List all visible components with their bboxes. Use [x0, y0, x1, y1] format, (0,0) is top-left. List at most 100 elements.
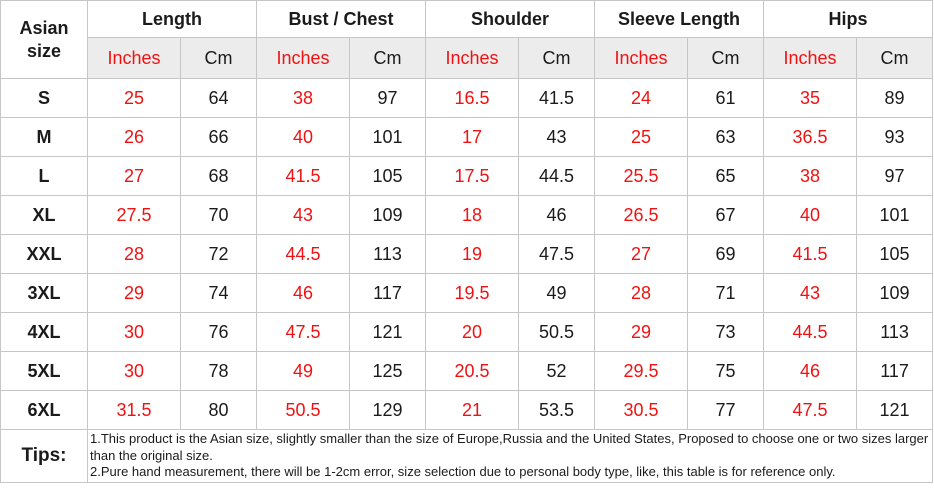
value-cell-cm: 67: [687, 195, 765, 235]
size-cell: 6XL: [0, 390, 88, 430]
value-cell-inches: 43: [763, 273, 858, 313]
value-cell-inches: 38: [256, 78, 350, 118]
value-cell-cm: 113: [856, 312, 934, 352]
value-cell-inches: 44.5: [256, 234, 350, 274]
value-cell-inches: 40: [256, 117, 350, 157]
value-cell-cm: 117: [856, 351, 934, 391]
value-cell-inches: 35: [763, 78, 858, 118]
value-cell-inches: 36.5: [763, 117, 858, 157]
unit-header-cm: Cm: [518, 37, 596, 79]
value-cell-cm: 89: [856, 78, 934, 118]
size-cell: XXL: [0, 234, 88, 274]
value-cell-inches: 25: [87, 78, 181, 118]
value-cell-inches: 20.5: [425, 351, 520, 391]
unit-header-inches: Inches: [256, 37, 350, 79]
value-cell-inches: 27: [594, 234, 689, 274]
value-cell-cm: 113: [348, 234, 427, 274]
value-cell-inches: 43: [256, 195, 350, 235]
value-cell-inches: 47.5: [763, 390, 858, 430]
value-cell-inches: 31.5: [87, 390, 181, 430]
value-cell-inches: 18: [425, 195, 520, 235]
tips-line-1: 1.This product is the Asian size, slight…: [90, 431, 929, 463]
value-cell-cm: 46: [518, 195, 596, 235]
tips-row: Tips: 1.This product is the Asian size, …: [0, 429, 934, 483]
value-cell-inches: 40: [763, 195, 858, 235]
value-cell-cm: 78: [180, 351, 257, 391]
value-cell-inches: 41.5: [256, 156, 350, 196]
value-cell-cm: 66: [180, 117, 257, 157]
value-cell-cm: 68: [180, 156, 257, 196]
value-cell-cm: 72: [180, 234, 257, 274]
value-cell-cm: 61: [687, 78, 765, 118]
value-cell-cm: 101: [348, 117, 427, 157]
value-cell-cm: 70: [180, 195, 257, 235]
value-cell-cm: 77: [687, 390, 765, 430]
table-row-3xl: 3XL 29 74 46 117 19.5 49 28 71 43 109: [0, 273, 934, 313]
value-cell-inches: 29.5: [594, 351, 689, 391]
size-chart-table: Asian size Length Bust / Chest Shoulder Sle…: [0, 0, 934, 483]
size-cell: XL: [0, 195, 88, 235]
value-cell-cm: 101: [856, 195, 934, 235]
group-header-sleeve-length: Sleeve Length: [594, 0, 765, 38]
value-cell-inches: 28: [87, 234, 181, 274]
value-cell-cm: 47.5: [518, 234, 596, 274]
tips-line-2: 2.Pure hand measurement, there will be 1…: [90, 464, 836, 480]
unit-header-inches: Inches: [87, 37, 181, 79]
group-header-bust-chest: Bust / Chest: [255, 0, 427, 38]
value-cell-cm: 69: [687, 234, 765, 274]
table-row-6xl: 6XL 31.5 80 50.5 129 21 53.5 30.5 77 47.5 121: [0, 390, 934, 430]
value-cell-cm: 50.5: [518, 312, 596, 352]
unit-header-inches: Inches: [763, 37, 858, 79]
tips-text: 1.This product is the Asian size, slight…: [86, 429, 934, 483]
value-cell-cm: 125: [348, 351, 427, 391]
tips-label: Tips:: [0, 429, 88, 483]
table-row-4xl: 4XL 30 76 47.5 121 20 50.5 29 73 44.5 113: [0, 312, 934, 352]
unit-header-cm: Cm: [856, 37, 934, 79]
value-cell-inches: 29: [594, 312, 689, 352]
value-cell-cm: 109: [856, 273, 934, 313]
size-cell: L: [0, 156, 88, 196]
value-cell-cm: 49: [518, 273, 596, 313]
table-header: Asian size Length Bust / Chest Shoulder Sle…: [0, 0, 934, 79]
value-cell-cm: 44.5: [518, 156, 596, 196]
value-cell-cm: 109: [348, 195, 427, 235]
group-header-shoulder: Shoulder: [425, 0, 596, 38]
unit-header-cm: Cm: [348, 37, 427, 79]
value-cell-cm: 43: [518, 117, 596, 157]
value-cell-cm: 105: [348, 156, 427, 196]
table-row-m: M 26 66 40 101 17 43 25 63 36.5 93: [0, 117, 934, 157]
value-cell-cm: 63: [687, 117, 765, 157]
unit-header-inches: Inches: [594, 37, 689, 79]
value-cell-cm: 76: [180, 312, 257, 352]
value-cell-inches: 17: [425, 117, 520, 157]
value-cell-inches: 47.5: [256, 312, 350, 352]
value-cell-cm: 121: [856, 390, 934, 430]
value-cell-cm: 71: [687, 273, 765, 313]
group-header-hips: Hips: [763, 0, 934, 38]
unit-header-cm: Cm: [180, 37, 257, 79]
value-cell-inches: 30.5: [594, 390, 689, 430]
group-header-length: Length: [87, 0, 257, 38]
value-cell-inches: 19.5: [425, 273, 520, 313]
unit-header-cm: Cm: [687, 37, 765, 79]
value-cell-inches: 29: [87, 273, 181, 313]
table-row-5xl: 5XL 30 78 49 125 20.5 52 29.5 75 46 117: [0, 351, 934, 391]
table-body: S 25 64 38 97 16.5 41.5 24 61 35 89 M 26 66 40 101 17 43 2…: [0, 78, 934, 430]
value-cell-cm: 52: [518, 351, 596, 391]
value-cell-cm: 73: [687, 312, 765, 352]
value-cell-inches: 44.5: [763, 312, 858, 352]
table-row-l: L 27 68 41.5 105 17.5 44.5 25.5 65 38 97: [0, 156, 934, 196]
value-cell-cm: 117: [348, 273, 427, 313]
value-cell-inches: 41.5: [763, 234, 858, 274]
value-cell-cm: 80: [180, 390, 257, 430]
table-row-xxl: XXL 28 72 44.5 113 19 47.5 27 69 41.5 105: [0, 234, 934, 274]
value-cell-cm: 74: [180, 273, 257, 313]
value-cell-cm: 121: [348, 312, 427, 352]
value-cell-inches: 16.5: [425, 78, 520, 118]
size-cell: 4XL: [0, 312, 88, 352]
value-cell-inches: 49: [256, 351, 350, 391]
value-cell-cm: 129: [348, 390, 427, 430]
value-cell-inches: 26: [87, 117, 181, 157]
value-cell-cm: 105: [856, 234, 934, 274]
value-cell-inches: 24: [594, 78, 689, 118]
